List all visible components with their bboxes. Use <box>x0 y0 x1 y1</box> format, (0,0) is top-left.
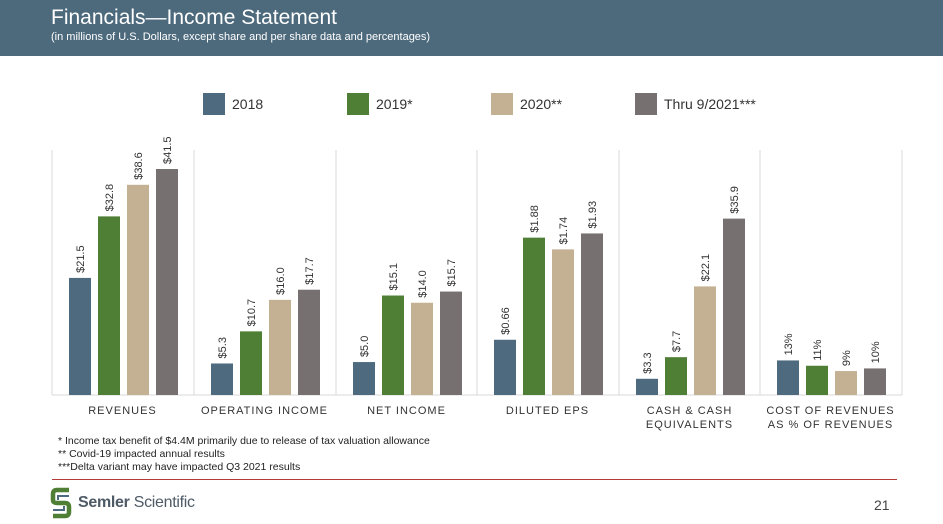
legend-item-2021: Thru 9/2021*** <box>635 92 756 116</box>
data-label: $1.88 <box>529 205 541 233</box>
bar <box>723 218 745 395</box>
bar <box>353 362 375 395</box>
data-label: $15.7 <box>446 259 458 287</box>
data-label: 11% <box>812 339 824 360</box>
bar-chart: $21.5 $32.8 $38.6 $41.5 REVENUES $5.3 $10.7 $16… <box>51 136 903 431</box>
legend-swatch <box>347 93 369 115</box>
data-label: $3.3 <box>642 352 654 373</box>
bar <box>835 371 857 395</box>
semler-logo-icon <box>50 487 72 519</box>
category-label: COST OF REVENUES <box>766 405 894 417</box>
data-label: 10% <box>870 341 882 363</box>
footer-divider <box>52 479 897 480</box>
bar <box>411 302 433 395</box>
page-number: 21 <box>874 497 890 513</box>
data-label: $22.1 <box>700 254 712 282</box>
bar <box>156 169 178 395</box>
data-label: $0.66 <box>500 307 512 335</box>
bar <box>552 249 574 395</box>
footnote: * Income tax benefit of $4.4M primarily … <box>58 435 430 447</box>
legend-label: Thru 9/2021*** <box>664 96 756 112</box>
bar <box>777 360 799 395</box>
legend-swatch <box>635 93 657 115</box>
page-title: Financials—Income Statement <box>51 6 337 29</box>
data-label: $21.5 <box>75 245 87 273</box>
bar <box>523 237 545 395</box>
bar <box>806 365 828 395</box>
category-label: REVENUES <box>88 405 157 417</box>
footnote: ***Delta variant may have impacted Q3 20… <box>58 461 301 473</box>
data-label: $41.5 <box>162 136 174 164</box>
category-label: NET INCOME <box>367 405 446 417</box>
legend-label: 2020** <box>520 96 563 112</box>
data-label: 13% <box>783 333 795 355</box>
data-label: $7.7 <box>671 331 683 352</box>
category-label: DILUTED EPS <box>506 405 589 417</box>
category-label: AS % OF REVENUES <box>768 419 893 431</box>
legend-item-2018: 2018 <box>203 92 263 116</box>
page-subtitle: (in millions of U.S. Dollars, except sha… <box>51 31 431 43</box>
legend-item-2020: 2020** <box>491 92 562 116</box>
legend-swatch <box>491 93 513 115</box>
bar <box>665 357 687 395</box>
company-logo: Semler Scientific <box>50 487 195 519</box>
category-label: EQUIVALENTS <box>646 419 733 431</box>
bar <box>494 339 516 395</box>
legend-item-2019: 2019* <box>347 92 413 116</box>
category-label: CASH & CASH <box>647 405 733 417</box>
data-label: $17.7 <box>304 257 316 285</box>
data-label: $5.3 <box>217 337 229 358</box>
legend-label: 2019* <box>376 96 413 112</box>
footnotes: * Income tax benefit of $4.4M primarily … <box>58 435 430 474</box>
data-label: $5.0 <box>359 336 371 357</box>
bar <box>440 291 462 395</box>
bar <box>240 331 262 395</box>
data-label: $16.0 <box>275 267 287 295</box>
bar <box>298 289 320 395</box>
data-label: $32.8 <box>104 184 116 212</box>
bar <box>127 184 149 395</box>
bar <box>864 368 886 395</box>
data-label: $38.6 <box>133 152 145 180</box>
data-label: $35.9 <box>729 186 741 214</box>
bar <box>211 363 233 395</box>
bar <box>382 295 404 395</box>
bar <box>636 378 658 395</box>
data-label: $15.1 <box>388 263 400 291</box>
bar <box>269 299 291 395</box>
data-label: $1.74 <box>558 217 570 245</box>
footnote: ** Covid-19 impacted annual results <box>58 448 225 460</box>
data-label: 9% <box>841 350 853 366</box>
legend-swatch <box>203 93 225 115</box>
bar <box>581 233 603 395</box>
data-label: $14.0 <box>417 270 429 298</box>
data-label: $10.7 <box>246 299 258 327</box>
category-label: OPERATING INCOME <box>201 405 328 417</box>
bar <box>694 286 716 395</box>
bar <box>69 277 91 395</box>
header-banner: Financials—Income Statement (in millions… <box>0 0 943 56</box>
legend-label: 2018 <box>232 96 264 112</box>
logo-wordmark: Semler Scientific <box>78 494 195 511</box>
data-label: $1.93 <box>587 201 599 229</box>
bar <box>98 216 120 395</box>
chart-legend: 2018 2019* 2020** Thru 9/2021*** <box>0 92 943 116</box>
